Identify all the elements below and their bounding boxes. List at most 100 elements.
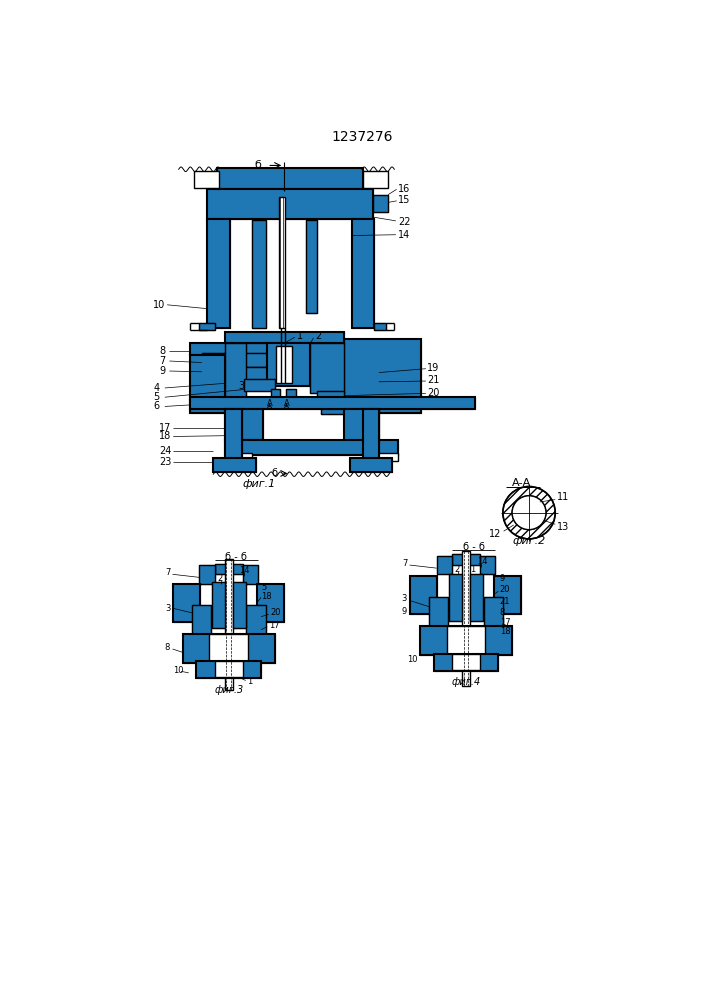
Bar bbox=[271, 389, 281, 400]
Text: 1: 1 bbox=[247, 677, 252, 686]
Text: 2: 2 bbox=[217, 574, 223, 583]
Bar bbox=[225, 343, 247, 397]
Bar bbox=[201, 367, 267, 382]
Bar bbox=[243, 565, 258, 584]
Text: 8: 8 bbox=[165, 643, 170, 652]
Bar bbox=[194, 171, 218, 188]
Bar bbox=[469, 574, 483, 620]
Bar bbox=[190, 355, 225, 413]
Bar bbox=[207, 219, 230, 328]
Bar bbox=[244, 379, 275, 391]
Bar bbox=[363, 409, 379, 459]
Bar bbox=[271, 389, 281, 400]
Bar bbox=[437, 556, 452, 574]
Text: 17: 17 bbox=[160, 423, 172, 433]
Text: 9: 9 bbox=[500, 574, 505, 583]
Bar bbox=[225, 440, 398, 455]
Bar bbox=[257, 584, 284, 622]
Bar bbox=[217, 168, 363, 189]
Text: 9: 9 bbox=[160, 366, 165, 376]
Bar bbox=[452, 554, 480, 565]
Bar bbox=[247, 605, 266, 640]
Text: 13: 13 bbox=[557, 522, 569, 532]
Text: 17: 17 bbox=[500, 618, 510, 627]
Text: 1237276: 1237276 bbox=[331, 130, 392, 144]
Bar bbox=[215, 564, 243, 574]
Bar bbox=[252, 220, 266, 328]
Bar bbox=[373, 323, 386, 330]
Text: фиг.1: фиг.1 bbox=[243, 479, 276, 489]
Bar bbox=[449, 574, 462, 620]
Bar bbox=[350, 458, 392, 472]
Bar bbox=[310, 343, 344, 393]
Bar bbox=[344, 409, 379, 443]
Bar bbox=[192, 605, 211, 640]
Bar bbox=[344, 339, 421, 413]
Bar bbox=[433, 654, 498, 671]
Bar bbox=[252, 220, 266, 328]
Text: 15: 15 bbox=[398, 195, 411, 205]
Bar bbox=[480, 556, 495, 574]
Text: 7: 7 bbox=[402, 559, 407, 568]
Text: б - б: б - б bbox=[462, 542, 484, 552]
Bar bbox=[215, 661, 243, 677]
Bar bbox=[207, 189, 373, 219]
Bar bbox=[447, 626, 485, 654]
Bar bbox=[276, 346, 292, 383]
Bar bbox=[411, 576, 438, 614]
Text: 10: 10 bbox=[407, 654, 418, 664]
Bar bbox=[201, 367, 267, 382]
Text: 6: 6 bbox=[153, 401, 159, 411]
Bar bbox=[225, 409, 264, 440]
Bar bbox=[217, 168, 363, 189]
Text: 19: 19 bbox=[428, 363, 440, 373]
Bar bbox=[317, 391, 344, 408]
Bar bbox=[225, 332, 344, 343]
Bar bbox=[199, 323, 215, 330]
Text: 14: 14 bbox=[477, 557, 487, 566]
Bar bbox=[173, 584, 200, 622]
Bar bbox=[452, 554, 480, 565]
Text: 12: 12 bbox=[489, 529, 501, 539]
Bar bbox=[462, 551, 469, 686]
Text: 23: 23 bbox=[160, 457, 172, 467]
Bar bbox=[305, 220, 317, 312]
Text: 17: 17 bbox=[269, 621, 279, 630]
Bar bbox=[420, 626, 512, 655]
Text: 10: 10 bbox=[173, 666, 184, 675]
Circle shape bbox=[512, 496, 546, 530]
Bar bbox=[225, 409, 242, 459]
Bar bbox=[225, 409, 242, 459]
Bar bbox=[197, 661, 261, 678]
Bar bbox=[173, 584, 200, 622]
Text: 18: 18 bbox=[160, 431, 172, 441]
Text: фиг.4: фиг.4 bbox=[451, 677, 481, 687]
Bar bbox=[494, 576, 521, 614]
Text: 20: 20 bbox=[500, 585, 510, 594]
Text: 5: 5 bbox=[153, 392, 160, 402]
Text: 1: 1 bbox=[296, 331, 303, 341]
Bar bbox=[214, 458, 256, 472]
Text: 4: 4 bbox=[153, 383, 159, 393]
Text: 22: 22 bbox=[398, 217, 411, 227]
Bar bbox=[225, 332, 344, 343]
Text: 20: 20 bbox=[270, 608, 281, 617]
Bar bbox=[215, 564, 243, 574]
Text: 8: 8 bbox=[500, 608, 506, 617]
Bar bbox=[310, 343, 344, 393]
Bar bbox=[244, 379, 275, 391]
Text: 18: 18 bbox=[500, 627, 510, 636]
Text: б: б bbox=[255, 160, 261, 170]
Bar bbox=[267, 343, 310, 386]
Bar bbox=[199, 565, 215, 584]
Bar bbox=[371, 453, 398, 461]
Text: 2: 2 bbox=[315, 331, 321, 341]
Text: 7: 7 bbox=[160, 356, 165, 366]
Text: 20: 20 bbox=[428, 388, 440, 398]
Bar bbox=[373, 195, 388, 212]
Bar bbox=[373, 195, 388, 212]
Bar bbox=[199, 565, 215, 584]
Bar bbox=[344, 409, 379, 443]
Bar bbox=[190, 343, 371, 355]
Bar bbox=[199, 323, 215, 330]
